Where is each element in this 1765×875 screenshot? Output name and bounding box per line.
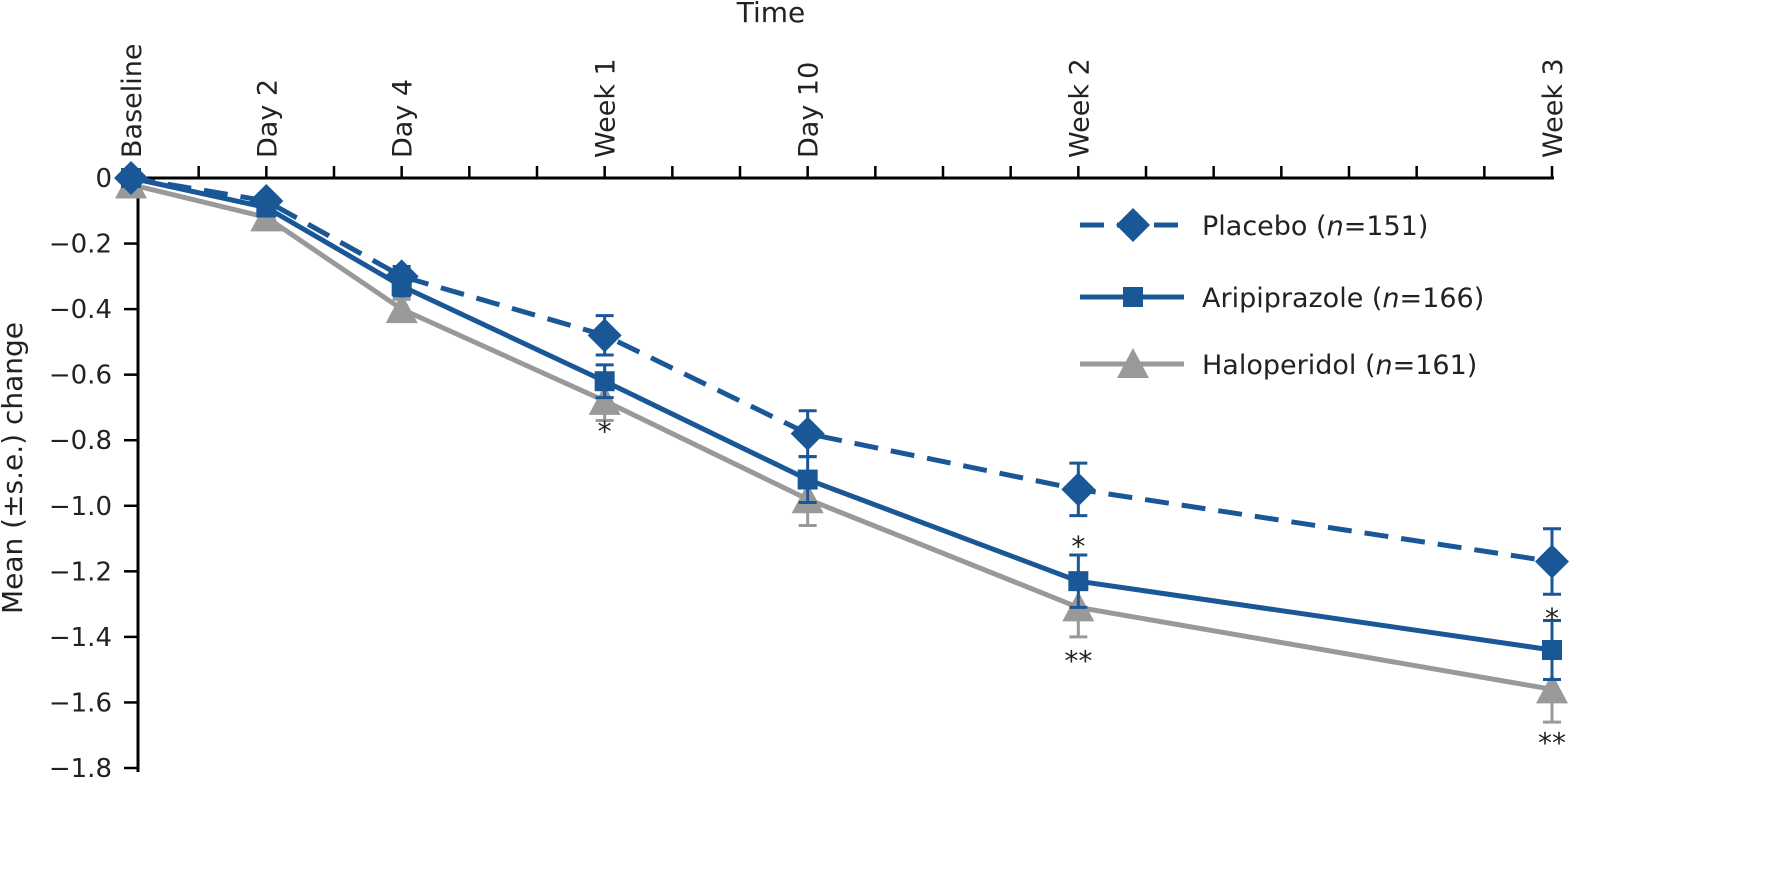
y-tick-label: −1.0	[49, 492, 112, 522]
data-point-placebo	[1535, 544, 1569, 579]
series-haloperidol	[115, 168, 1568, 724]
y-tick-label: −1.8	[49, 754, 112, 784]
y-ticks: 0 −0.2 −0.4 −0.6 −0.8 −1.0 −1.2 −1.4 −1.6 −1.8	[49, 164, 138, 784]
legend-marker	[1117, 348, 1149, 378]
data-point-aripiprazole	[1542, 640, 1562, 660]
legend-marker	[1116, 208, 1150, 242]
data-point-aripiprazole	[1068, 571, 1089, 592]
data-point-haloperidol	[588, 384, 621, 415]
significance-mark: *	[1071, 530, 1085, 563]
data-point-aripiprazole	[797, 469, 818, 490]
data-point-placebo	[790, 416, 825, 451]
x-ticks: Baseline Day 2 Day 4 Week 1 Day 10 Week 2 Week…	[117, 44, 1569, 178]
data-point-haloperidol	[385, 293, 418, 324]
legend-label: Placebo (n=151)	[1202, 211, 1428, 242]
legend-item-aripiprazole: Aripiprazole (n=166)	[1080, 283, 1484, 314]
data-point-placebo	[1061, 472, 1096, 507]
y-tick-label: −0.4	[49, 295, 112, 325]
series-group	[114, 161, 1569, 724]
y-tick-label: −0.2	[49, 230, 112, 260]
x-axis-title: Time	[736, 0, 806, 29]
legend-item-placebo: Placebo (n=151)	[1080, 208, 1428, 242]
legend-marker	[1123, 287, 1143, 307]
y-axis-title: Mean (±s.e.) change	[0, 322, 29, 614]
y-tick-label: −0.6	[49, 361, 112, 391]
significance-mark: *	[598, 415, 612, 448]
axes	[136, 174, 1554, 772]
data-point-placebo	[249, 183, 284, 218]
y-tick-label: 0	[95, 164, 112, 194]
significance-mark: **	[1064, 645, 1092, 678]
data-point-placebo	[114, 161, 148, 195]
data-point-placebo	[587, 318, 622, 353]
data-point-placebo	[384, 259, 419, 294]
series-line-aripiprazole	[130, 175, 1553, 653]
y-tick-label: −1.4	[49, 623, 112, 653]
x-tick-label: Day 4	[388, 79, 419, 158]
legend-label: Haloperidol (n=161)	[1202, 350, 1477, 381]
significance-mark: *	[1545, 602, 1559, 635]
significance-annotations: *******	[598, 415, 1566, 759]
x-tick-label: Baseline	[117, 44, 148, 158]
x-tick-label: Week 2	[1064, 58, 1095, 158]
y-tick-label: −0.8	[49, 426, 112, 456]
significance-mark: **	[1538, 727, 1566, 760]
legend: Placebo (n=151) Aripiprazole (n=166) Halop…	[1080, 208, 1484, 381]
y-tick-label: −1.2	[49, 557, 112, 587]
series-placebo	[114, 161, 1569, 596]
data-point-aripiprazole	[594, 371, 615, 392]
series-aripiprazole	[121, 168, 1562, 681]
x-tick-label: Day 2	[252, 79, 283, 158]
data-point-haloperidol	[1536, 673, 1568, 704]
x-tick-label: Week 3	[1538, 58, 1569, 158]
x-tick-label: Week 1	[591, 58, 622, 158]
y-tick-label: −1.6	[49, 688, 112, 718]
x-tick-label: Day 10	[794, 62, 825, 158]
legend-label: Aripiprazole (n=166)	[1202, 283, 1484, 314]
legend-item-haloperidol: Haloperidol (n=161)	[1080, 348, 1477, 381]
series-line-haloperidol	[130, 182, 1553, 692]
